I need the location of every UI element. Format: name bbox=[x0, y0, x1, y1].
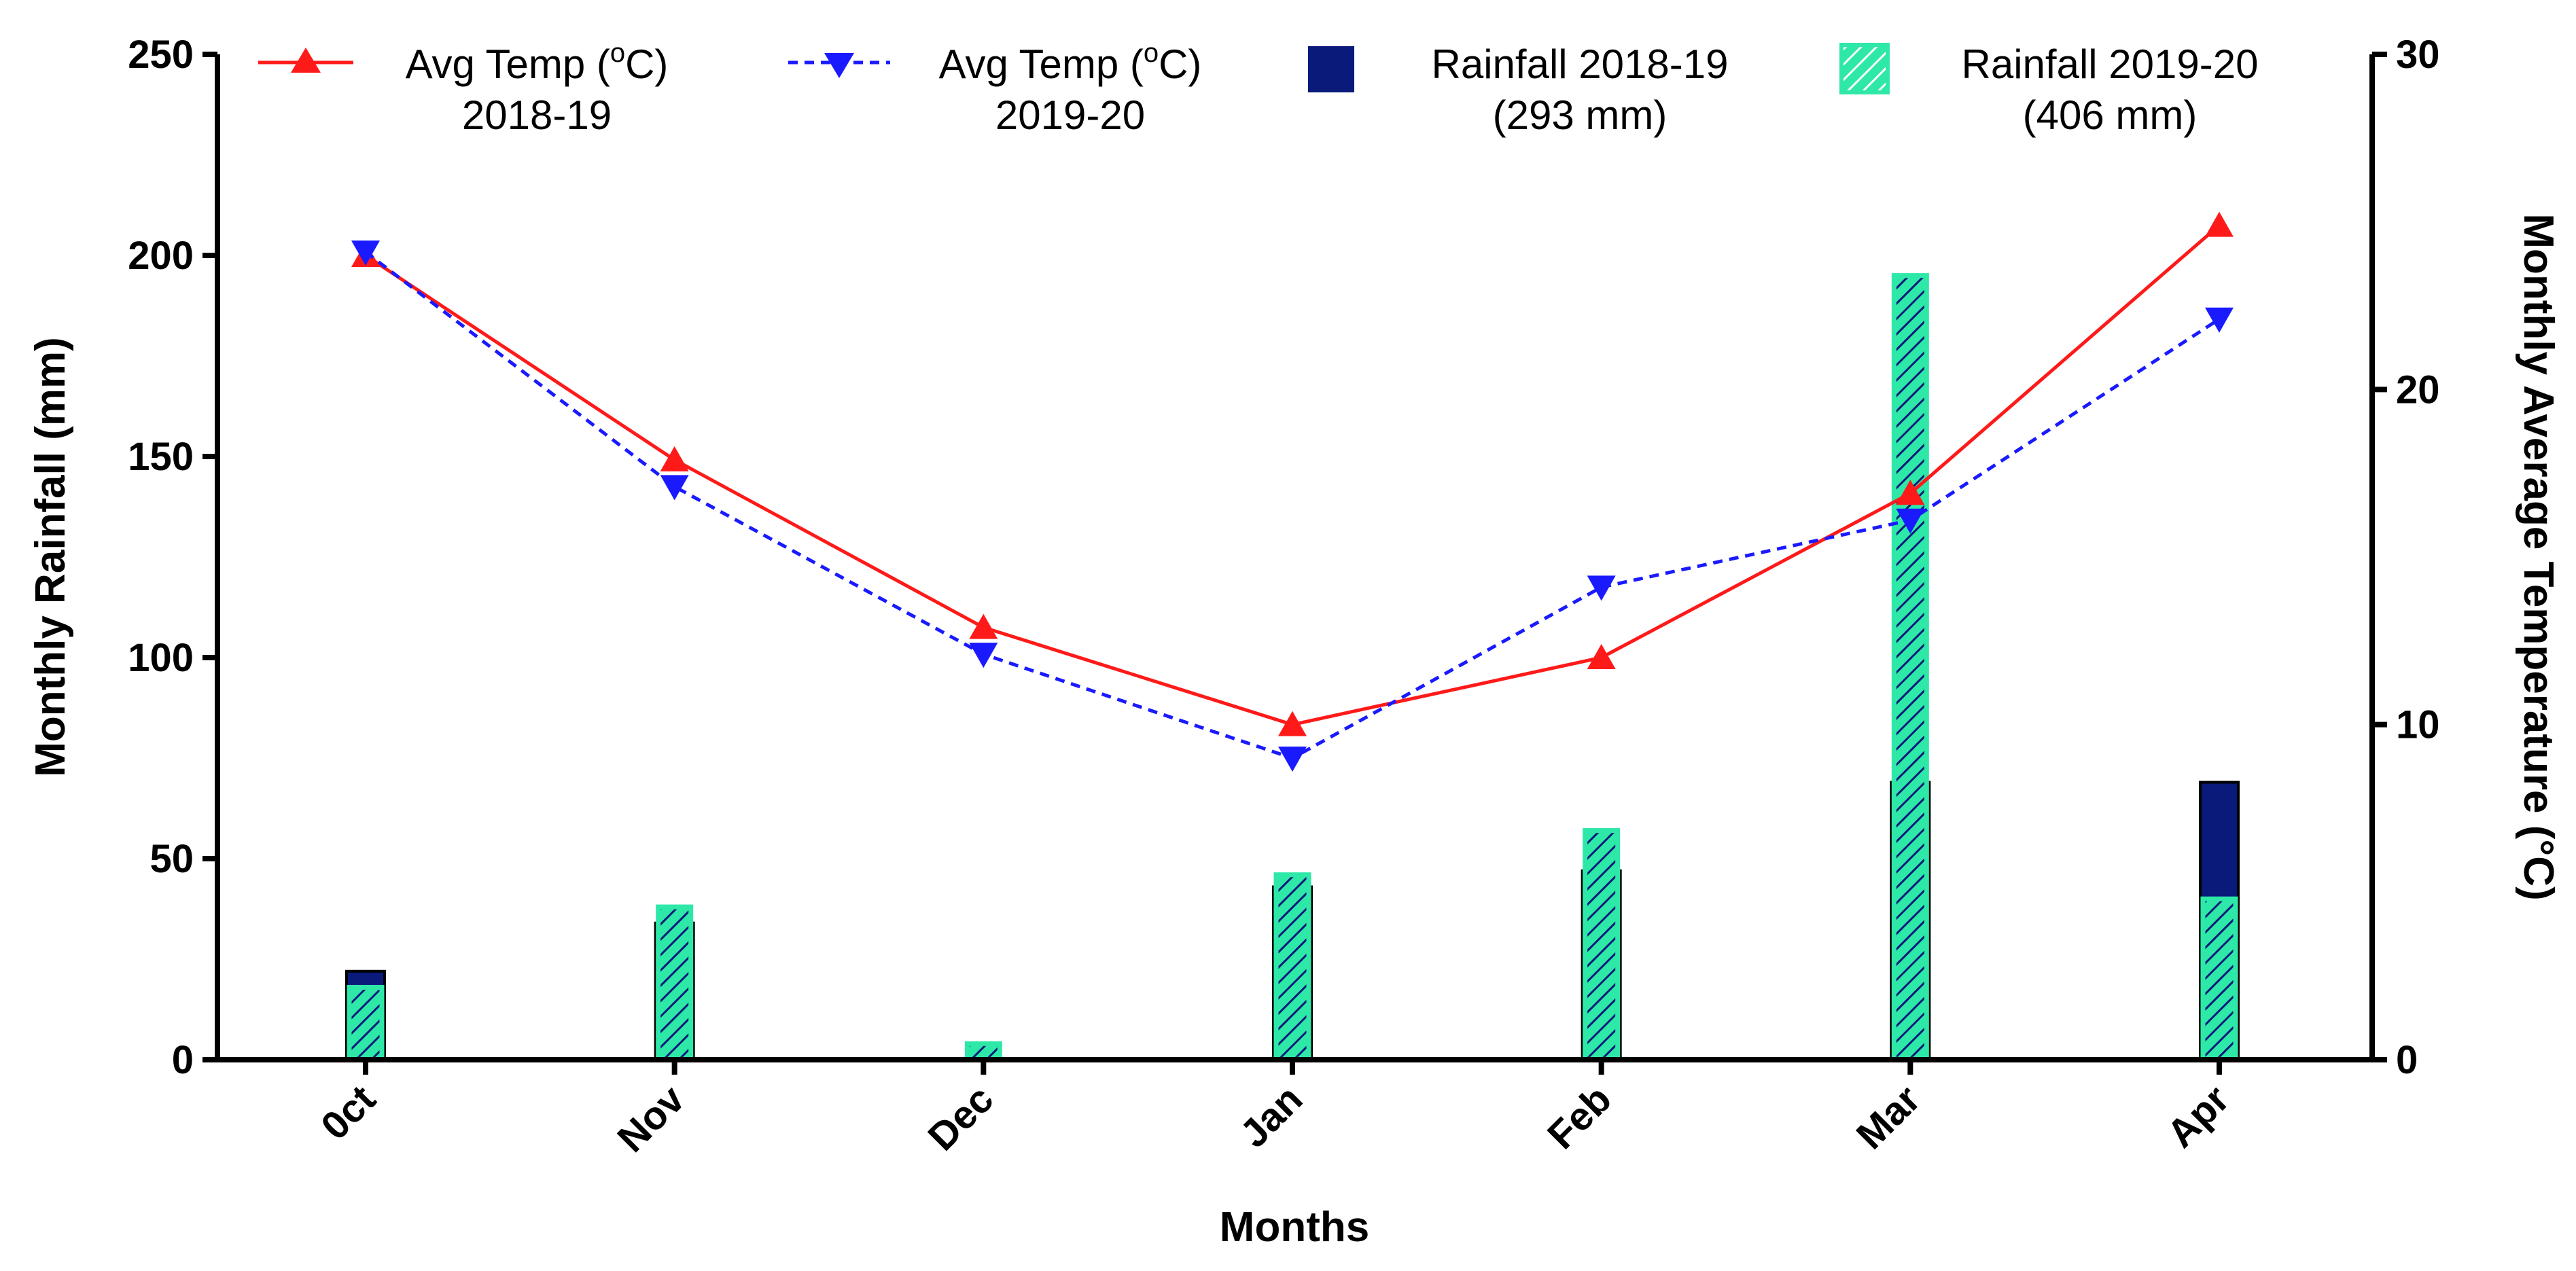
legend-label-rainfall-2018-19: Rainfall 2018-19 bbox=[1432, 41, 1729, 87]
legend-item-rainfall-2018-19: Rainfall 2018-19 (293 mm) bbox=[1308, 41, 1728, 138]
marker-avg-temp-2018-19 bbox=[1896, 480, 1925, 505]
bars-layer bbox=[345, 273, 2240, 1062]
legend-swatch-rainfall-2019-20 bbox=[1839, 43, 1890, 94]
y-right-tick-label: 20 bbox=[2396, 368, 2440, 412]
marker-avg-temp-2019-20 bbox=[1587, 575, 1616, 601]
marker-avg-temp-2019-20 bbox=[2205, 307, 2234, 333]
legend-item-rainfall-2019-20: Rainfall 2019-20 (406 mm) bbox=[1839, 41, 2259, 138]
marker-avg-temp-2019-20 bbox=[1278, 747, 1307, 772]
bar-rainfall-2019-20 bbox=[1583, 828, 1621, 1062]
y-left-tick-label: 200 bbox=[128, 234, 194, 278]
bar-rainfall-2019-20 bbox=[2200, 896, 2238, 1062]
y-axis-left-title: Monthly Rainfall (mm) bbox=[27, 337, 74, 777]
lines-layer bbox=[351, 211, 2234, 772]
legend-item-temp-2019-20: Avg Temp (oC) 2019-20 bbox=[788, 38, 1201, 138]
legend-swatch-rainfall-2018-19 bbox=[1308, 46, 1354, 92]
marker-avg-temp-2019-20 bbox=[969, 643, 998, 668]
bar-rainfall-2019-20 bbox=[347, 984, 385, 1062]
y-left-tick-label: 100 bbox=[128, 636, 194, 680]
legend-marker-triangle-up bbox=[291, 48, 321, 73]
x-tick-label: Feb bbox=[1539, 1077, 1620, 1158]
marker-avg-temp-2018-19 bbox=[969, 613, 998, 639]
y-right-tick-label: 0 bbox=[2396, 1038, 2418, 1082]
legend-sublabel-temp-2018-19: 2018-19 bbox=[462, 92, 612, 138]
x-tick-label: Dec bbox=[919, 1077, 1002, 1159]
marker-avg-temp-2018-19 bbox=[1278, 711, 1307, 736]
y-left-tick-label: 150 bbox=[128, 435, 194, 479]
legend: Avg Temp (oC) 2018-19 Avg Temp (oC) 2019… bbox=[258, 38, 2258, 138]
marker-avg-temp-2019-20 bbox=[351, 240, 380, 266]
marker-avg-temp-2018-19 bbox=[2205, 211, 2234, 237]
marker-avg-temp-2018-19 bbox=[660, 446, 689, 471]
legend-label-temp-2019-20: Avg Temp (oC) bbox=[939, 38, 1202, 87]
marker-avg-temp-2019-20 bbox=[660, 475, 689, 501]
marker-avg-temp-2019-20 bbox=[1896, 508, 1925, 534]
legend-item-temp-2018-19: Avg Temp (oC) 2018-19 bbox=[258, 38, 668, 138]
x-tick-label: Mar bbox=[1848, 1077, 1929, 1158]
y-left-tick-label: 0 bbox=[172, 1038, 194, 1082]
line-avg-temp-2018-19 bbox=[364, 223, 2221, 727]
x-tick-label: 0ct bbox=[313, 1077, 384, 1148]
legend-marker-triangle-down bbox=[824, 53, 854, 78]
y-right-tick-label: 30 bbox=[2396, 33, 2440, 77]
line-avg-temp-2019-20 bbox=[364, 251, 2221, 760]
bar-rainfall-2019-20 bbox=[1273, 872, 1311, 1062]
y-left-tick-label: 250 bbox=[128, 33, 194, 77]
y-left-tick-label: 50 bbox=[149, 837, 194, 881]
legend-sublabel-temp-2019-20: 2019-20 bbox=[995, 92, 1145, 138]
legend-label-temp-2018-19: Avg Temp (oC) bbox=[406, 38, 669, 87]
marker-avg-temp-2018-19 bbox=[1587, 644, 1616, 669]
x-tick-label: Nov bbox=[609, 1077, 692, 1160]
legend-sublabel-rainfall-2018-19: (293 mm) bbox=[1493, 92, 1668, 138]
x-tick-label: Apr bbox=[2159, 1077, 2238, 1156]
y-axis-right-title: Monthly Average Temperature (°C) bbox=[2515, 213, 2562, 900]
x-tick-label: Jan bbox=[1232, 1077, 1311, 1156]
legend-sublabel-rainfall-2019-20: (406 mm) bbox=[2023, 92, 2198, 138]
bar-rainfall-2019-20 bbox=[656, 904, 694, 1062]
y-right-tick-label: 10 bbox=[2396, 703, 2440, 747]
legend-label-rainfall-2019-20: Rainfall 2019-20 bbox=[1962, 41, 2259, 87]
bar-rainfall-2019-20 bbox=[1891, 273, 1929, 1062]
x-axis-title: Months bbox=[1220, 1204, 1369, 1251]
